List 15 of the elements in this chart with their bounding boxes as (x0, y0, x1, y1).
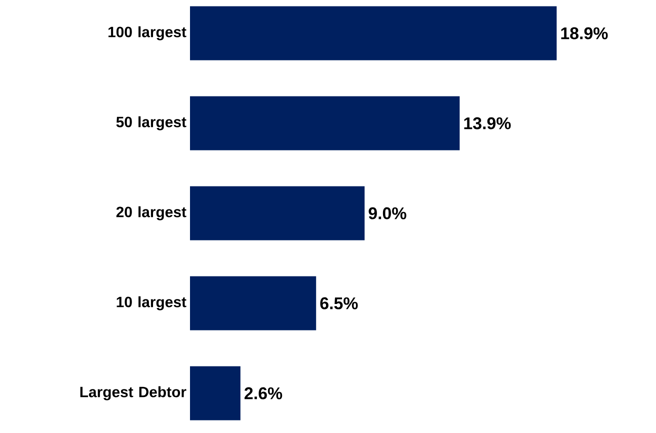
y-tick-label: 50 largest (116, 116, 186, 130)
y-tick-label: Largest Debtor (80, 386, 186, 400)
y-tick-label: 100 largest (108, 26, 186, 40)
data-label: 6.5% (320, 297, 358, 310)
bar (190, 186, 365, 240)
bar (190, 96, 460, 150)
y-tick-label: 10 largest (116, 296, 186, 310)
bar (190, 276, 316, 330)
data-label: 2.6% (244, 387, 282, 400)
data-label: 18.9% (561, 27, 608, 40)
data-label: 13.9% (464, 117, 511, 130)
data-label: 9.0% (368, 207, 406, 220)
bar (190, 366, 240, 420)
y-tick-label: 20 largest (116, 206, 186, 220)
bar (190, 6, 557, 60)
